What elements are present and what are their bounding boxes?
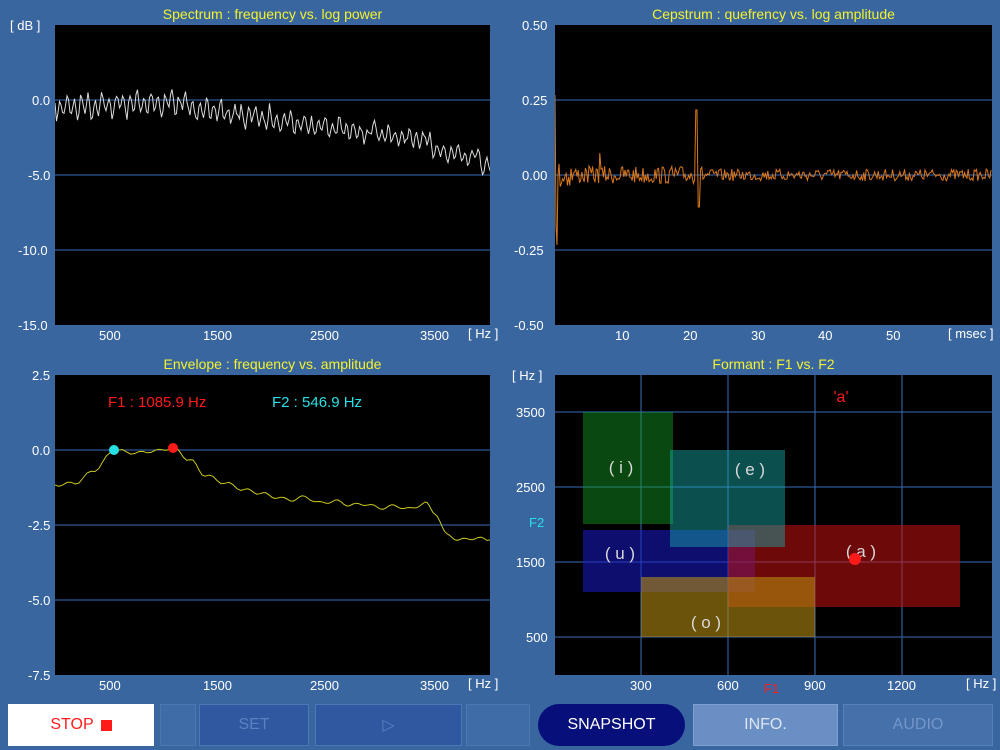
vowel-region-i [583,412,673,524]
cepstrum-y-tick: 0.25 [522,93,548,108]
envelope-y-tick: -2.5 [28,518,51,533]
spectrum-y-tick: -5.0 [28,168,51,183]
f1-axis-label: F1 [764,681,780,696]
vowel-label-u: ( u ) [605,544,635,563]
f2-axis-label: F2 [529,515,545,530]
formant-y-tick: 3500 [516,405,545,420]
cepstrum-y-tick: 0.50 [522,18,548,33]
envelope-x-tick: 3500 [420,678,449,693]
envelope-svg [54,443,491,601]
cepstrum-svg [554,94,992,251]
spectrum-plot [54,25,491,325]
f2-readout: F2 : 546.9 Hz [272,394,363,411]
cepstrum-plot [554,25,992,325]
divider-panel [466,704,530,746]
snapshot-button-label: SNAPSHOT [567,716,656,733]
envelope-x-unit: [ Hz ] [468,676,499,691]
envelope-y-tick: 0.0 [32,443,51,458]
formant-svg: ( i ) ( e ) ( u ) ( a ) ( o ) 'a' [555,375,992,675]
formant-y-tick: 2500 [516,480,545,495]
info-button[interactable]: INFO. [693,704,838,746]
formant-x-unit: [ Hz ] [966,676,997,691]
audio-button-label: AUDIO [892,716,944,733]
formant-x-tick: 900 [804,678,826,693]
cepstrum-line [554,94,992,246]
cepstrum-x-tick: 10 [615,328,630,343]
info-button-label: INFO. [744,716,787,733]
spectrum-svg [54,89,491,251]
envelope-y-tick: -5.0 [28,593,51,608]
formant-plot: ( i ) ( e ) ( u ) ( a ) ( o ) 'a' [555,375,992,675]
formant-y-tick: 500 [526,630,548,645]
detected-vowel: 'a' [833,389,848,406]
envelope-line [54,446,491,541]
spectrum-y-unit: [ dB ] [10,18,41,33]
formant-y-tick: 1500 [516,555,545,570]
spectrum-title: Spectrum : frequency vs. log power [162,6,383,22]
formant-x-tick: 600 [717,678,739,693]
vowel-label-o: ( o ) [691,613,721,632]
cepstrum-x-tick: 30 [751,328,766,343]
spectrum-x-unit: [ Hz ] [468,326,499,341]
cepstrum-y-tick: -0.50 [514,318,544,333]
stop-button-label: STOP [50,716,94,733]
spectrum-x-tick: 1500 [203,328,232,343]
formant-title: Formant : F1 vs. F2 [712,356,835,372]
cepstrum-x-tick: 40 [818,328,833,343]
cepstrum-y-tick: -0.25 [514,243,544,258]
envelope-x-tick: 1500 [203,678,232,693]
divider-panel [160,704,196,746]
cepstrum-x-unit: [ msec ] [948,326,994,341]
envelope-y-tick: 2.5 [32,368,51,383]
cepstrum-title: Cepstrum : quefrency vs. log amplitude [652,6,895,22]
stop-icon [100,719,112,731]
audio-button[interactable]: AUDIO [843,704,993,746]
spectrum-line [54,89,491,177]
f2-peak-marker [109,445,119,455]
formant-x-tick: 300 [630,678,652,693]
formant-point [849,553,861,565]
spectrum-y-tick: -10.0 [18,243,48,258]
set-button[interactable]: SET [199,704,309,746]
envelope-x-tick: 2500 [310,678,339,693]
envelope-y-tick: -7.5 [28,668,51,683]
cepstrum-y-tick: 0.00 [522,168,548,183]
set-button-label: SET [238,716,270,733]
f1-peak-marker [168,443,178,453]
spectrum-x-tick: 500 [99,328,121,343]
spectrum-y-tick: -15.0 [18,318,48,333]
spectrum-y-tick: 0.0 [32,93,51,108]
vowel-label-i: ( i ) [609,458,634,477]
envelope-x-tick: 500 [99,678,121,693]
vowel-label-e: ( e ) [735,460,765,479]
vowel-region-e [670,450,785,547]
spectrum-x-tick: 2500 [310,328,339,343]
snapshot-button[interactable]: SNAPSHOT [538,704,685,746]
formant-y-unit: [ Hz ] [512,368,543,383]
play-icon: ▷ [382,717,395,734]
vowel-region-o [641,577,815,637]
play-button[interactable]: ▷ [315,704,462,746]
f1-readout: F1 : 1085.9 Hz [108,394,207,411]
formant-x-tick: 1200 [887,678,916,693]
spectrum-x-tick: 3500 [420,328,449,343]
envelope-title: Envelope : frequency vs. amplitude [163,356,382,372]
cepstrum-x-tick: 50 [886,328,901,343]
envelope-plot [54,375,491,675]
stop-button[interactable]: STOP [8,704,154,746]
cepstrum-x-tick: 20 [683,328,698,343]
